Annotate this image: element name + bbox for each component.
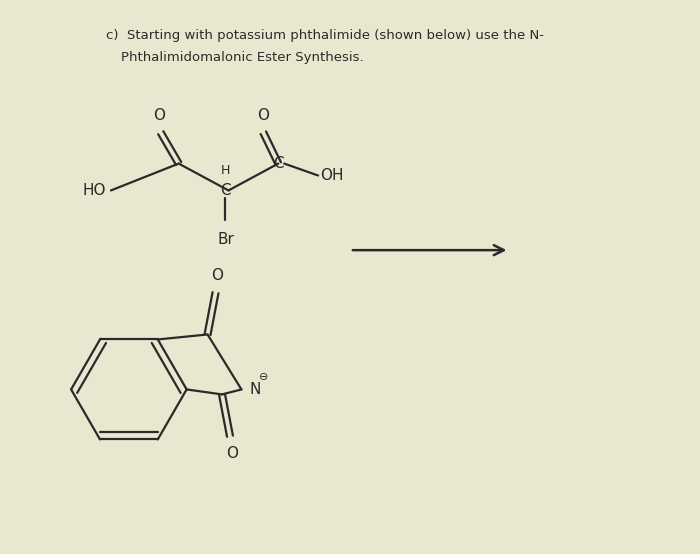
Text: ⊖: ⊖ [259,372,268,382]
Text: C: C [273,156,284,171]
Text: H: H [220,163,230,177]
Text: N: N [249,382,261,397]
Text: O: O [211,268,223,283]
Text: Phthalimidomalonic Ester Synthesis.: Phthalimidomalonic Ester Synthesis. [121,51,363,64]
Text: C: C [220,183,231,198]
Text: OH: OH [320,168,344,183]
Text: O: O [226,446,238,461]
Text: HO: HO [83,183,106,198]
Text: O: O [258,108,270,123]
Text: c)  Starting with potassium phthalimide (shown below) use the N-: c) Starting with potassium phthalimide (… [106,29,544,42]
Text: O: O [153,108,164,123]
Text: Br: Br [217,232,234,247]
